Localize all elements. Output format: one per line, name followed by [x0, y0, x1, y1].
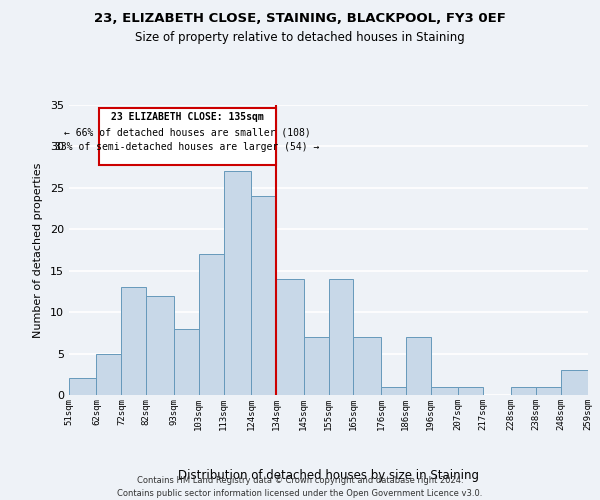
Bar [97, 354, 121, 395]
Text: Size of property relative to detached houses in Staining: Size of property relative to detached ho… [135, 31, 465, 44]
Bar [431, 386, 458, 395]
Bar [99, 108, 276, 164]
Text: 23 ELIZABETH CLOSE: 135sqm: 23 ELIZABETH CLOSE: 135sqm [111, 112, 264, 122]
Bar [174, 328, 199, 395]
Bar [199, 254, 224, 395]
Bar [276, 279, 304, 395]
Bar [224, 172, 251, 395]
Bar [304, 337, 329, 395]
Bar [146, 296, 174, 395]
Bar [536, 386, 560, 395]
Bar [458, 386, 483, 395]
Bar [381, 386, 406, 395]
Bar [406, 337, 431, 395]
Y-axis label: Number of detached properties: Number of detached properties [33, 162, 43, 338]
X-axis label: Distribution of detached houses by size in Staining: Distribution of detached houses by size … [178, 469, 479, 482]
Bar [511, 386, 536, 395]
Bar [121, 288, 146, 395]
Text: 23, ELIZABETH CLOSE, STAINING, BLACKPOOL, FY3 0EF: 23, ELIZABETH CLOSE, STAINING, BLACKPOOL… [94, 12, 506, 26]
Bar [560, 370, 588, 395]
Text: 33% of semi-detached houses are larger (54) →: 33% of semi-detached houses are larger (… [55, 142, 320, 152]
Bar [353, 337, 381, 395]
Text: Contains HM Land Registry data © Crown copyright and database right 2024.
Contai: Contains HM Land Registry data © Crown c… [118, 476, 482, 498]
Bar [329, 279, 353, 395]
Bar [69, 378, 97, 395]
Text: ← 66% of detached houses are smaller (108): ← 66% of detached houses are smaller (10… [64, 128, 311, 138]
Bar [251, 196, 276, 395]
